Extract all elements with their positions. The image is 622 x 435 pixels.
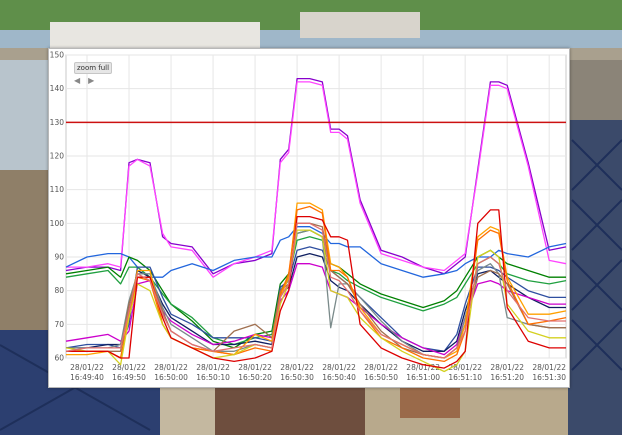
x-tick-date: 28/01/22 <box>448 363 482 372</box>
series-line <box>66 252 566 352</box>
zoom-prev-icon[interactable]: ◀ <box>74 76 81 85</box>
x-tick-time: 16:50:50 <box>364 373 398 382</box>
x-tick-date: 28/01/22 <box>364 363 398 372</box>
x-tick-time: 16:49:40 <box>70 373 104 382</box>
series-line <box>65 246 566 352</box>
x-tick-time: 16:51:20 <box>490 373 524 382</box>
y-tick-label: 150 <box>50 51 65 60</box>
x-tick-time: 16:50:40 <box>322 373 356 382</box>
x-tick-date: 28/01/22 <box>322 363 356 372</box>
x-tick-time: 16:50:00 <box>154 373 188 382</box>
series-line <box>66 202 567 359</box>
y-tick-label: 120 <box>50 152 65 161</box>
series-line <box>66 81 567 278</box>
x-tick-date: 28/01/22 <box>532 363 566 372</box>
y-tick-label: 110 <box>50 185 65 194</box>
x-tick-time: 16:50:20 <box>238 373 272 382</box>
x-tick-time: 16:49:50 <box>112 373 146 382</box>
x-tick-time: 16:51:10 <box>448 373 482 382</box>
x-tick-date: 28/01/22 <box>238 363 272 372</box>
series-line <box>65 222 566 359</box>
x-tick-time: 16:50:10 <box>196 373 230 382</box>
x-tick-date: 28/01/22 <box>70 363 104 372</box>
y-tick-label: 80 <box>54 286 64 295</box>
zoom-next-icon[interactable]: ▶ <box>88 76 95 85</box>
y-tick-label: 70 <box>54 320 64 329</box>
series-line <box>65 263 566 356</box>
zoom-full-button[interactable]: zoom full <box>74 62 113 74</box>
x-tick-date: 28/01/22 <box>280 363 314 372</box>
x-tick-time: 16:51:30 <box>532 373 566 382</box>
zoom-controls: zoom full ◀ ▶ <box>74 62 113 85</box>
x-tick-time: 16:51:00 <box>406 373 440 382</box>
series-line <box>66 209 566 369</box>
line-chart: 6070809010011012013014015028/01/2216:49:… <box>50 51 567 382</box>
y-tick-label: 140 <box>50 84 65 93</box>
series-line <box>65 229 566 373</box>
x-tick-date: 28/01/22 <box>490 363 524 372</box>
x-tick-date: 28/01/22 <box>154 363 188 372</box>
x-tick-date: 28/01/22 <box>196 363 230 372</box>
y-tick-label: 90 <box>54 253 64 262</box>
chart-panel: 60 70 80 90 100 110 120 130 140 150 28/01/22 16:49:… <box>48 48 570 388</box>
y-tick-label: 100 <box>50 219 65 228</box>
x-tick-date: 28/01/22 <box>112 363 146 372</box>
y-tick-label: 130 <box>50 118 65 127</box>
y-tick-label: 60 <box>54 354 64 363</box>
x-tick-time: 16:50:30 <box>280 373 314 382</box>
x-tick-date: 28/01/22 <box>406 363 440 372</box>
